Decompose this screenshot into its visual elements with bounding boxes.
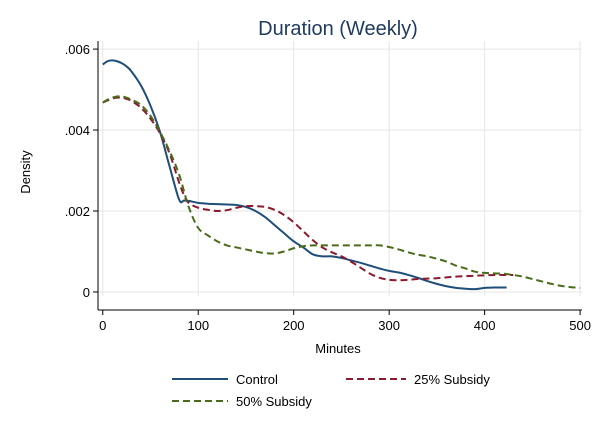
grid-layer (98, 41, 582, 296)
legend-label-50pct-subsidy: 50% Subsidy (236, 394, 312, 409)
series-layer (102, 59, 581, 291)
legend: Control 25% Subsidy 50% Subsidy (172, 372, 490, 409)
y-tick-label: .006 (65, 42, 90, 57)
x-tick-label: 0 (99, 318, 106, 333)
axes-layer: 0 100 200 300 400 500 0 .002 .004 .006 (65, 41, 591, 333)
x-tick-label: 100 (187, 318, 209, 333)
series-line-50pct-subsidy (102, 95, 581, 289)
series-line-25pct-subsidy (102, 96, 514, 282)
legend-label-control: Control (236, 372, 278, 387)
x-tick-label: 500 (569, 318, 591, 333)
x-tick-label: 400 (474, 318, 496, 333)
y-tick-label: .004 (65, 123, 90, 138)
chart-title: Duration (Weekly) (258, 18, 418, 40)
series-line-control (102, 59, 507, 291)
y-tick-label: .002 (65, 204, 90, 219)
y-axis-title: Density (18, 150, 33, 194)
x-axis-title: Minutes (315, 341, 361, 356)
legend-label-25pct-subsidy: 25% Subsidy (414, 372, 490, 387)
x-tick-label: 200 (283, 318, 305, 333)
x-tick-label: 300 (378, 318, 400, 333)
y-tick-label: 0 (83, 285, 90, 300)
